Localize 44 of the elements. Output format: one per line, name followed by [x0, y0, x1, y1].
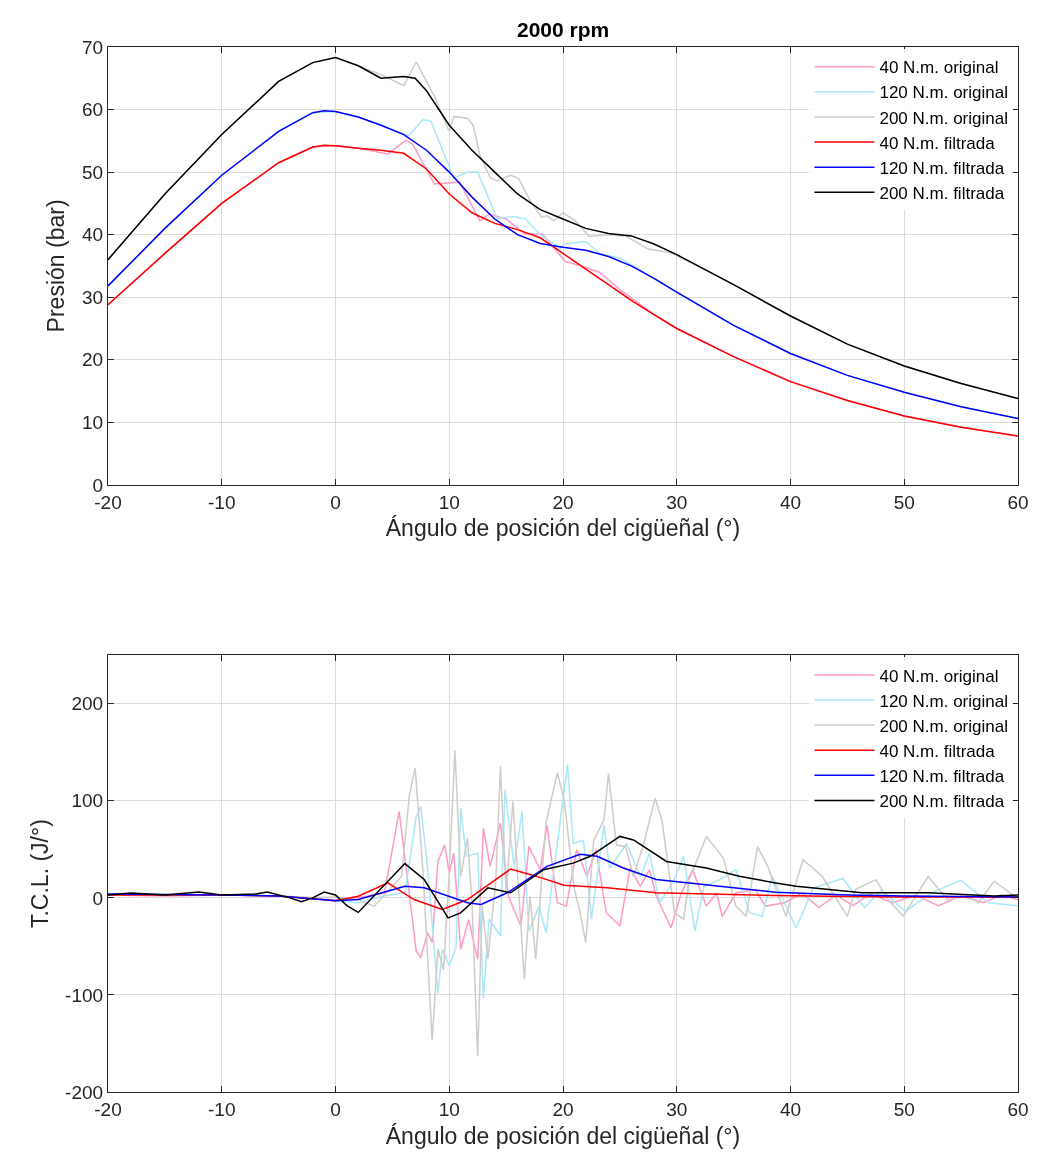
legend-label: 200 N.m. original	[879, 108, 1008, 128]
x-tick-label: 60	[1007, 491, 1029, 513]
legend-label: 40 N.m. filtrada	[879, 741, 996, 761]
y-tick-label: 10	[81, 411, 104, 433]
y-tick-label: 40	[81, 224, 104, 246]
legend-label: 120 N.m. original	[879, 83, 1008, 103]
legend-label: 40 N.m. original	[879, 666, 999, 686]
y-tick-label: 60	[81, 99, 104, 121]
y-tick-label: 200	[71, 693, 104, 715]
x-tick-label: 20	[552, 1098, 574, 1120]
legend-label: 120 N.m. filtrada	[879, 158, 1005, 178]
legend-label: 120 N.m. filtrada	[879, 766, 1005, 786]
x-tick-label: 50	[893, 491, 915, 513]
legend-label: 200 N.m. original	[879, 716, 1008, 736]
x-tick-label: -10	[208, 1098, 236, 1120]
x-tick-label: 30	[666, 491, 688, 513]
y-tick-label: 100	[71, 790, 104, 812]
x-axis-title: Ángulo de posición del cigüeñal (°)	[385, 515, 741, 542]
y-tick-label: 30	[81, 286, 104, 308]
x-tick-label: 40	[779, 1098, 802, 1120]
x-axis-title: Ángulo de posición del cigüeñal (°)	[385, 1122, 741, 1149]
legend-label: 40 N.m. original	[879, 58, 999, 78]
y-tick-label: 50	[81, 161, 104, 183]
legend-label: 200 N.m. filtrada	[879, 183, 1005, 203]
chart-title: 2000 rpm	[517, 18, 610, 41]
x-tick-label: 10	[438, 1098, 460, 1120]
legend-label: 200 N.m. filtrada	[879, 792, 1005, 812]
x-tick-label: -10	[208, 491, 236, 513]
y-axis-title: T.C.L. (J/°)	[26, 819, 53, 929]
x-tick-label: 0	[330, 1098, 341, 1120]
x-tick-label: 50	[893, 1098, 915, 1120]
x-tick-label: 20	[552, 491, 574, 513]
y-tick-label: 0	[92, 887, 104, 909]
y-tick-label: 20	[81, 349, 104, 371]
y-tick-label: 70	[81, 36, 104, 58]
x-tick-label: 60	[1007, 1098, 1029, 1120]
x-tick-label: 30	[666, 1098, 688, 1120]
x-tick-label: 40	[779, 491, 802, 513]
y-axis-title: Presión (bar)	[43, 199, 70, 333]
x-tick-label: 10	[438, 491, 460, 513]
legend-label: 120 N.m. original	[879, 691, 1008, 711]
legend-label: 40 N.m. filtrada	[879, 133, 996, 153]
y-tick-label: -100	[65, 984, 104, 1006]
x-tick-label: 0	[330, 491, 341, 513]
